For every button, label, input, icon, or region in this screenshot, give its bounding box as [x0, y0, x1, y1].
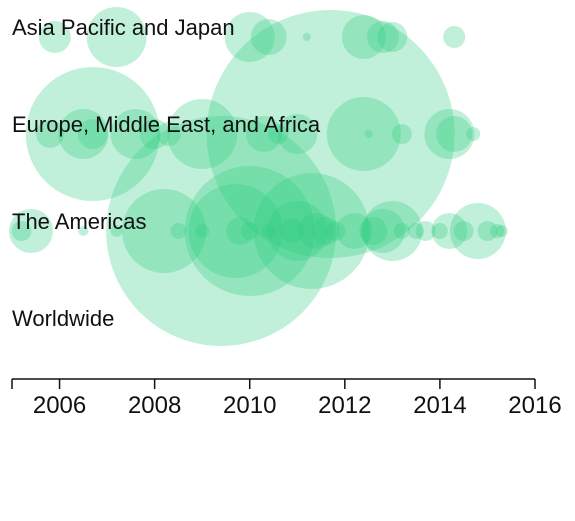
- x-tick-label: 2008: [128, 392, 181, 419]
- region-labels: Asia Pacific and Japan Europe, Middle Ea…: [12, 15, 321, 331]
- x-tick-label: 2014: [413, 392, 466, 419]
- bubble: [188, 184, 283, 278]
- bubble: [11, 221, 32, 241]
- bubble: [246, 116, 282, 152]
- bubble: [393, 223, 410, 239]
- bubble: [25, 67, 160, 201]
- bubble: [453, 221, 474, 241]
- bubble: [436, 116, 473, 152]
- bubble: [78, 226, 89, 236]
- bubbles-layer: [9, 7, 508, 346]
- bubble: [360, 209, 405, 253]
- x-tick-label: 2016: [508, 392, 561, 419]
- x-axis: 2006 2008 2010 2012 2014 2016: [11, 378, 562, 419]
- bubble: [261, 224, 276, 238]
- bubble: [443, 26, 466, 48]
- bubble: [268, 124, 289, 144]
- bubble: [253, 173, 370, 289]
- bubble: [326, 97, 401, 171]
- bubble: [170, 223, 187, 239]
- x-tick-label: 2010: [223, 392, 276, 419]
- bubble: [86, 7, 147, 67]
- x-tick-label: 2006: [33, 392, 86, 419]
- bubble: [195, 224, 210, 238]
- bubble: [240, 222, 259, 240]
- bubble: [477, 221, 498, 241]
- bubble: [325, 221, 346, 241]
- bubble: [9, 209, 53, 253]
- bubble: [449, 203, 506, 259]
- bubble: [466, 127, 481, 141]
- x-tick-label: 2012: [318, 392, 371, 419]
- bubble: [311, 217, 340, 245]
- bubble: [106, 116, 337, 346]
- bubble: [336, 213, 373, 249]
- region-label-worldwide: Worldwide: [12, 306, 114, 331]
- bubble: [167, 99, 238, 169]
- bubble: [277, 114, 318, 154]
- bubble: [490, 224, 504, 238]
- bubble: [364, 130, 373, 138]
- bubble: [359, 217, 388, 245]
- region-label-the-americas: The Americas: [12, 209, 147, 234]
- bubble: [250, 19, 287, 55]
- bubble: [298, 213, 335, 249]
- bubble: [206, 10, 455, 258]
- bubble: [58, 109, 109, 159]
- bubble: [391, 124, 412, 144]
- bubble: [226, 217, 255, 245]
- bubble: [341, 15, 386, 59]
- bubble: [362, 201, 423, 261]
- bubble: [415, 221, 436, 241]
- bubble: [280, 219, 305, 243]
- region-label-europe-middle-east-and-africa: Europe, Middle East, and Africa: [12, 112, 321, 137]
- bubble: [122, 189, 207, 273]
- bubble: [267, 201, 328, 261]
- bubble: [377, 22, 408, 52]
- bubble: [408, 223, 425, 239]
- bubble: [139, 119, 170, 149]
- region-label-asia-pacific-and-japan: Asia Pacific and Japan: [12, 15, 235, 40]
- bubble: [156, 122, 181, 146]
- bubble: [77, 119, 108, 149]
- bubble: [110, 109, 161, 159]
- bubble: [224, 12, 275, 62]
- bubble: [424, 109, 475, 159]
- bubble: [495, 225, 508, 237]
- bubble: [184, 166, 315, 296]
- bubble: [302, 33, 311, 41]
- bubble: [366, 21, 399, 53]
- bubble: [36, 120, 64, 148]
- bubble: [431, 213, 468, 249]
- bubble: [110, 225, 123, 237]
- bubble: [431, 223, 448, 239]
- bubble: [38, 21, 71, 53]
